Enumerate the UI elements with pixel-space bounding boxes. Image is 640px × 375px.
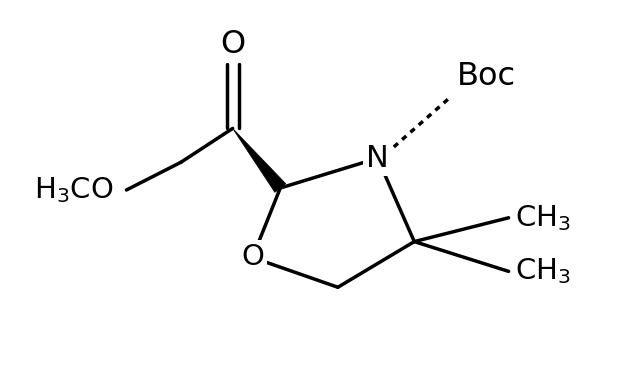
Text: O: O: [241, 243, 264, 272]
Text: H$_3$CO: H$_3$CO: [34, 175, 113, 205]
Text: N: N: [366, 144, 389, 173]
Text: CH$_3$: CH$_3$: [515, 256, 570, 286]
Text: CH$_3$: CH$_3$: [515, 203, 570, 232]
Polygon shape: [233, 129, 285, 192]
Text: O: O: [220, 29, 245, 60]
Text: Boc: Boc: [457, 61, 516, 92]
